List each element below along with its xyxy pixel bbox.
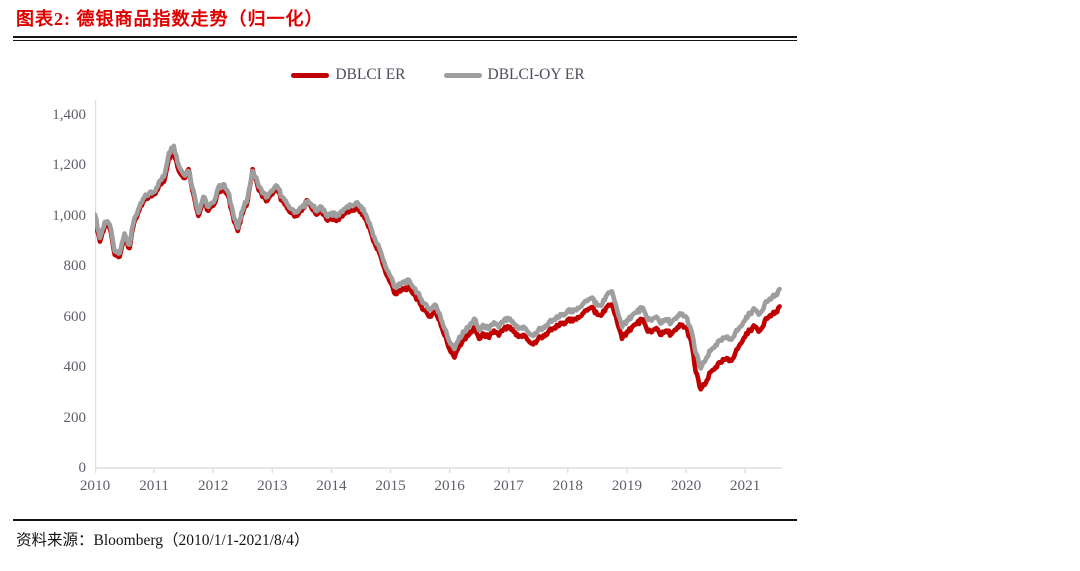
y-tick-label: 1,200: [52, 157, 86, 174]
x-tick-label: 2012: [198, 477, 229, 494]
x-tick-label: 2016: [434, 477, 465, 494]
x-tick-label: 2019: [611, 477, 643, 494]
bottom-divider-rule: [13, 519, 797, 522]
x-tick-label: 2010: [79, 477, 111, 494]
x-tick-label: 2013: [257, 477, 288, 494]
y-tick-label: 200: [63, 409, 87, 426]
line-series-dblci-er: [95, 149, 782, 392]
legend-label: DBLCI ER: [335, 66, 406, 83]
x-tick-label: 2011: [139, 477, 169, 494]
legend-item-dblci-oy-er: DBLCI-OY ER: [443, 66, 585, 84]
x-tick-label: 2015: [375, 477, 406, 494]
commodity-index-line-chart: [95, 100, 782, 473]
y-tick-label: 400: [63, 359, 87, 376]
x-tick-label: 2018: [552, 477, 583, 494]
x-tick-label: 2017: [493, 477, 524, 494]
y-tick-label: 1,000: [52, 207, 86, 224]
y-tick-label: 800: [63, 258, 87, 275]
y-tick-label: 600: [63, 308, 87, 325]
legend-line-swatch: [443, 72, 482, 78]
x-tick-label: 2014: [316, 477, 347, 494]
y-tick-label: 0: [78, 460, 87, 476]
legend-item-dblci-er: DBLCI ER: [291, 66, 406, 84]
line-series-dblci-oy-er: [95, 143, 782, 371]
source-note: 资料来源：Bloomberg（2010/1/1-2021/8/4）: [16, 532, 310, 549]
legend-line-swatch: [291, 72, 330, 78]
y-tick-label: 1,400: [52, 107, 86, 123]
chart-legend: DBLCI ER DBLCI-OY ER: [95, 62, 781, 88]
figure-title: 图表2: 德银商品指数走势（归一化）: [16, 9, 324, 29]
x-tick-label: 2021: [729, 477, 761, 494]
x-tick-label: 2020: [670, 477, 702, 494]
legend-label: DBLCI-OY ER: [487, 66, 585, 83]
top-divider-rule: [13, 36, 797, 42]
